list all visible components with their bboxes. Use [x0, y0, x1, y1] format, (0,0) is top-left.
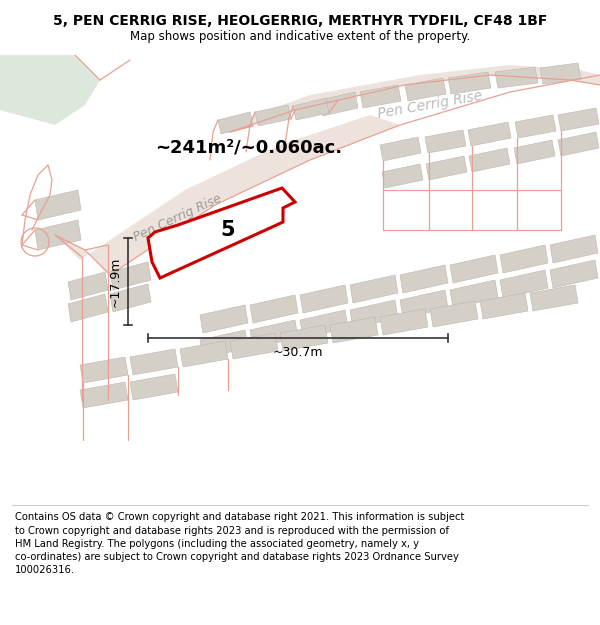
Polygon shape	[514, 140, 555, 164]
Polygon shape	[400, 290, 448, 318]
Text: ~241m²/~0.060ac.: ~241m²/~0.060ac.	[155, 139, 342, 157]
Polygon shape	[110, 284, 151, 312]
Polygon shape	[218, 112, 253, 134]
Polygon shape	[130, 349, 178, 375]
Polygon shape	[200, 305, 248, 333]
Polygon shape	[35, 190, 81, 220]
Polygon shape	[380, 309, 428, 335]
Polygon shape	[255, 105, 291, 126]
Polygon shape	[558, 108, 599, 131]
Polygon shape	[200, 330, 248, 358]
Polygon shape	[110, 262, 151, 290]
Polygon shape	[320, 92, 358, 116]
Polygon shape	[405, 78, 446, 101]
Polygon shape	[230, 65, 600, 132]
Polygon shape	[480, 293, 528, 319]
Text: ~30.7m: ~30.7m	[273, 346, 323, 359]
Text: Contains OS data © Crown copyright and database right 2021. This information is : Contains OS data © Crown copyright and d…	[15, 512, 464, 575]
Polygon shape	[450, 255, 498, 283]
Polygon shape	[350, 275, 398, 303]
Polygon shape	[148, 188, 295, 278]
Polygon shape	[0, 55, 100, 125]
Polygon shape	[300, 285, 348, 313]
Polygon shape	[300, 310, 348, 338]
Polygon shape	[558, 132, 599, 156]
Polygon shape	[469, 148, 510, 172]
Polygon shape	[180, 341, 228, 367]
Polygon shape	[250, 295, 298, 323]
Text: Pen Cerrig Rise: Pen Cerrig Rise	[377, 89, 484, 121]
Polygon shape	[350, 300, 398, 328]
Polygon shape	[380, 137, 421, 161]
Polygon shape	[500, 270, 548, 298]
Polygon shape	[68, 272, 108, 300]
Polygon shape	[530, 285, 578, 311]
Text: ~17.9m: ~17.9m	[109, 256, 122, 307]
Polygon shape	[426, 156, 467, 180]
Polygon shape	[500, 245, 548, 273]
Text: Pen Cerrig Rise: Pen Cerrig Rise	[132, 192, 224, 244]
Polygon shape	[400, 265, 448, 293]
Polygon shape	[293, 98, 329, 120]
Polygon shape	[425, 130, 466, 153]
Polygon shape	[382, 164, 423, 188]
Text: Map shows position and indicative extent of the property.: Map shows position and indicative extent…	[130, 30, 470, 43]
Polygon shape	[495, 67, 538, 88]
Polygon shape	[430, 301, 478, 327]
Polygon shape	[80, 357, 128, 383]
Polygon shape	[250, 320, 298, 348]
Text: 5: 5	[221, 220, 235, 240]
Polygon shape	[68, 294, 108, 322]
Polygon shape	[550, 260, 598, 288]
Polygon shape	[35, 220, 81, 250]
Polygon shape	[448, 72, 491, 94]
Polygon shape	[130, 374, 178, 400]
Polygon shape	[540, 63, 581, 84]
Polygon shape	[330, 317, 378, 343]
Text: 5, PEN CERRIG RISE, HEOLGERRIG, MERTHYR TYDFIL, CF48 1BF: 5, PEN CERRIG RISE, HEOLGERRIG, MERTHYR …	[53, 14, 547, 28]
Polygon shape	[450, 280, 498, 308]
Polygon shape	[550, 235, 598, 263]
Polygon shape	[55, 115, 400, 275]
Polygon shape	[80, 382, 128, 408]
Polygon shape	[515, 115, 556, 138]
Polygon shape	[280, 325, 328, 351]
Polygon shape	[468, 122, 511, 146]
Polygon shape	[360, 85, 401, 108]
Polygon shape	[230, 333, 278, 359]
